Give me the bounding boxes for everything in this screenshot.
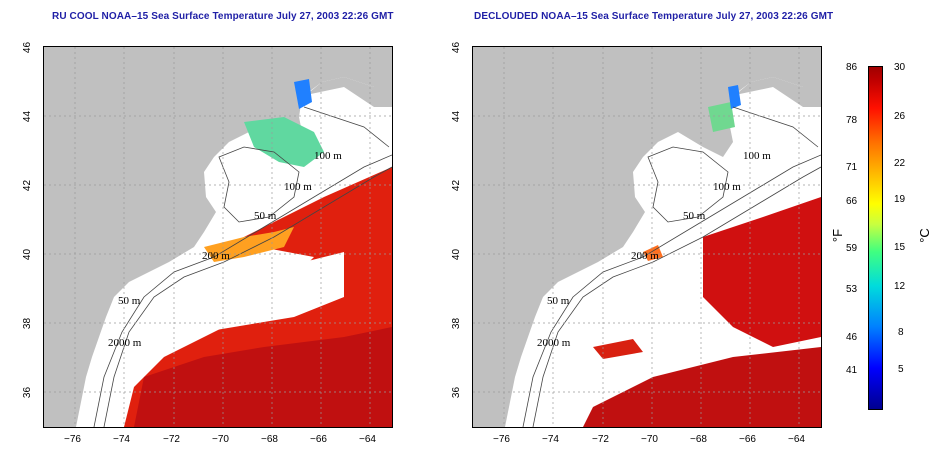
contour-label: 100 m (743, 150, 771, 162)
contour-line (303, 106, 390, 148)
fahrenheit-tick: 41 (846, 365, 858, 376)
contour-label: 50 m (547, 295, 570, 307)
celsius-tick: 15 (894, 242, 906, 253)
contour-label: 50 m (254, 210, 277, 222)
contour-label: 50 m (683, 210, 706, 222)
fahrenheit-tick: 86 (846, 62, 858, 73)
lon-tick: −76 (64, 434, 81, 445)
fahrenheit-unit-label: °F (830, 228, 846, 243)
fahrenheit-tick: 66 (846, 196, 858, 207)
lon-tick: −72 (163, 434, 180, 445)
contour-label: 50 m (118, 295, 141, 307)
right-map-svg (473, 47, 821, 427)
lon-tick: −74 (542, 434, 559, 445)
contour-label: 100 m (713, 181, 741, 193)
sst-shelf-patch (643, 245, 663, 261)
lon-tick: −64 (788, 434, 805, 445)
temperature-colorbar (868, 66, 883, 410)
lon-tick: −66 (739, 434, 756, 445)
celsius-tick: 22 (894, 158, 906, 169)
lat-tick: 36 (451, 386, 463, 399)
contour-line (218, 146, 300, 223)
celsius-tick: 8 (898, 327, 904, 338)
sst-cool-patch (294, 79, 312, 109)
lon-tick: −70 (641, 434, 658, 445)
celsius-unit-label: °C (916, 228, 932, 243)
lat-lon-grid (473, 47, 821, 427)
left-map-svg (44, 47, 392, 427)
fahrenheit-tick: 71 (846, 162, 858, 173)
contour-line (647, 146, 729, 223)
celsius-tick: 30 (894, 62, 906, 73)
contour-label: 2000 m (108, 337, 142, 349)
fahrenheit-tick: 78 (846, 115, 858, 126)
contour-line (93, 154, 392, 427)
lat-tick: 36 (22, 386, 34, 399)
nova-scotia (306, 47, 392, 107)
left-map-panel: 100 m 100 m 50 m 200 m 50 m 2000 m (43, 46, 393, 428)
lat-tick: 40 (451, 248, 463, 261)
sst-warm-patch (593, 339, 643, 359)
contour-label: 200 m (631, 250, 659, 262)
cape-cod (206, 175, 224, 197)
contour-line (532, 166, 821, 427)
lat-tick: 38 (22, 317, 34, 330)
lat-tick: 38 (451, 317, 463, 330)
celsius-tick: 5 (898, 364, 904, 375)
contour-label: 2000 m (537, 337, 571, 349)
lon-tick: −66 (310, 434, 327, 445)
cape-cod (635, 175, 653, 197)
sst-gulf-of-maine (708, 102, 735, 132)
contour-line (732, 106, 819, 148)
lon-tick: −64 (359, 434, 376, 445)
land-mass (473, 47, 803, 427)
fahrenheit-tick: 46 (846, 332, 858, 343)
celsius-tick: 12 (894, 281, 906, 292)
fahrenheit-tick: 53 (846, 284, 858, 295)
lat-tick: 44 (451, 110, 463, 123)
lon-tick: −76 (493, 434, 510, 445)
contour-label: 200 m (202, 250, 230, 262)
lat-lon-grid (44, 47, 392, 427)
lat-tick: 46 (22, 41, 34, 54)
sst-warm-patch (703, 197, 821, 347)
celsius-tick: 19 (894, 194, 906, 205)
contour-label: 100 m (284, 181, 312, 193)
nova-scotia (735, 47, 821, 107)
lat-tick: 40 (22, 248, 34, 261)
lon-tick: −68 (261, 434, 278, 445)
lon-tick: −72 (592, 434, 609, 445)
contour-line (103, 166, 392, 427)
celsius-tick: 26 (894, 111, 906, 122)
fahrenheit-tick: 59 (846, 243, 858, 254)
lon-tick: −70 (212, 434, 229, 445)
lat-tick: 42 (22, 179, 34, 192)
lon-tick: −74 (113, 434, 130, 445)
sst-shelf-water (204, 227, 294, 262)
sst-cool-patch (728, 85, 741, 109)
lat-tick: 42 (451, 179, 463, 192)
sst-warm-patch (583, 347, 821, 427)
right-panel-title: DECLOUDED NOAA–15 Sea Surface Temperatur… (474, 11, 834, 22)
left-panel-title: RU COOL NOAA–15 Sea Surface Temperature … (52, 11, 394, 22)
lat-tick: 46 (451, 41, 463, 54)
lon-tick: −68 (690, 434, 707, 445)
right-map-panel: 100 m 100 m 50 m 200 m 50 m 2000 m (472, 46, 822, 428)
sst-warm-patch (134, 327, 392, 427)
sst-gulf-of-maine (244, 117, 324, 167)
contour-label: 100 m (314, 150, 342, 162)
lat-tick: 44 (22, 110, 34, 123)
contour-line (522, 154, 821, 427)
